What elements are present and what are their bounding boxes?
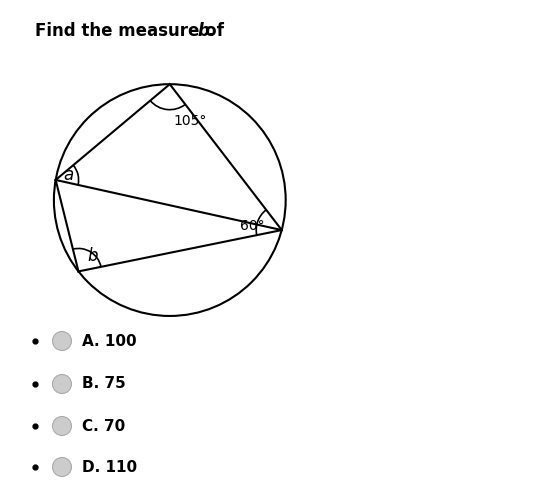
Text: 105°: 105°: [174, 114, 207, 128]
Text: a: a: [64, 166, 74, 184]
Text: C. 70: C. 70: [82, 418, 125, 434]
Text: Find the measure of: Find the measure of: [35, 22, 230, 40]
Circle shape: [52, 416, 72, 436]
Circle shape: [52, 331, 72, 351]
Text: b: b: [197, 22, 209, 40]
Text: D. 110: D. 110: [82, 459, 137, 475]
Text: b: b: [87, 247, 98, 265]
Text: B. 75: B. 75: [82, 376, 126, 392]
Circle shape: [52, 374, 72, 394]
Text: A. 100: A. 100: [82, 333, 136, 348]
Circle shape: [52, 457, 72, 477]
Text: 60°: 60°: [240, 219, 264, 233]
Text: .: .: [207, 22, 213, 40]
